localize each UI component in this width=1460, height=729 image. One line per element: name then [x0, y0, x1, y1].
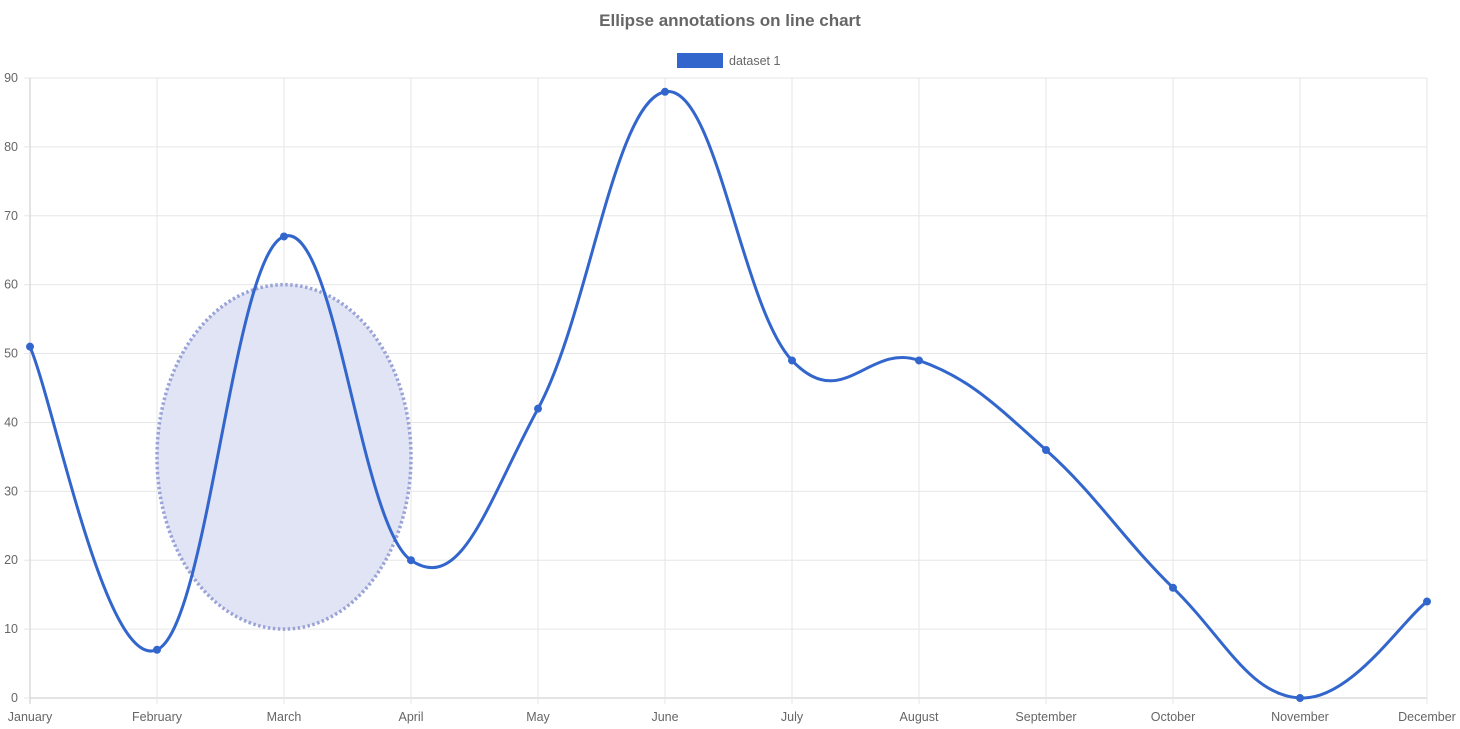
data-point-april — [407, 556, 415, 565]
data-point-may — [534, 404, 542, 413]
x-tick-label-january: January — [8, 710, 53, 724]
x-tick-label-march: March — [267, 710, 302, 724]
y-tick-label-60: 60 — [4, 278, 18, 292]
y-tick-label-10: 10 — [4, 622, 18, 636]
y-tick-label-80: 80 — [4, 140, 18, 154]
data-point-december — [1423, 597, 1431, 606]
data-point-august — [915, 356, 923, 365]
data-point-october — [1169, 583, 1177, 592]
y-tick-label-40: 40 — [4, 415, 18, 429]
data-point-september — [1042, 446, 1050, 454]
legend[interactable]: dataset 1 — [677, 53, 780, 68]
y-tick-label-70: 70 — [4, 209, 18, 223]
y-tick-label-0: 0 — [11, 691, 18, 705]
series-line-dataset-1 — [28, 90, 1428, 700]
y-tick-label-50: 50 — [4, 347, 18, 361]
x-tick-label-june: June — [651, 710, 678, 724]
x-tick-label-february: February — [132, 710, 183, 724]
y-tick-label-20: 20 — [4, 553, 18, 567]
chart-title: Ellipse annotations on line chart — [599, 11, 861, 30]
x-tick-label-december: December — [1398, 710, 1456, 724]
x-tick-label-august: August — [900, 710, 939, 724]
data-point-july — [788, 356, 796, 365]
x-tick-label-april: April — [398, 710, 423, 724]
x-tick-label-july: July — [781, 710, 804, 724]
x-tick-label-may: May — [526, 710, 550, 724]
data-point-march — [280, 232, 288, 241]
x-tick-label-november: November — [1271, 710, 1329, 724]
x-tick-label-october: October — [1151, 710, 1195, 724]
y-tick-label-90: 90 — [4, 71, 18, 85]
series-dataset-1 — [26, 87, 1431, 702]
legend-label-dataset-1[interactable]: dataset 1 — [729, 54, 780, 68]
y-tick-label-30: 30 — [4, 484, 18, 498]
data-point-february — [153, 645, 161, 654]
axes: 0 10 20 30 40 50 60 70 80 90 January February March A… — [4, 71, 1456, 724]
annotations — [155, 282, 413, 631]
legend-swatch-dataset-1[interactable] — [677, 53, 723, 68]
x-tick-label-september: September — [1015, 710, 1076, 724]
data-point-june — [661, 87, 669, 96]
data-point-november — [1296, 694, 1304, 702]
data-point-january — [26, 342, 34, 351]
ellipse-annotation-1 — [155, 282, 413, 631]
